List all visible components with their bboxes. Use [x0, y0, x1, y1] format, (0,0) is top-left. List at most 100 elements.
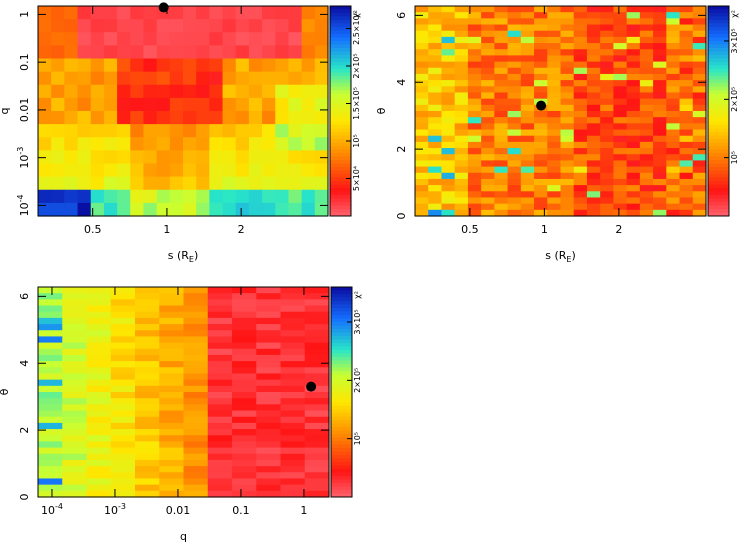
colorbar-swatch [331, 430, 352, 435]
heatmap-cell [626, 154, 641, 162]
heatmap-cell [207, 472, 233, 480]
heatmap-cell [441, 117, 456, 124]
heatmap-cell [207, 299, 233, 307]
heatmap-cell [467, 30, 482, 38]
heatmap-cell [441, 67, 456, 75]
heatmap-cell [275, 45, 290, 60]
heatmap-cell [507, 6, 522, 13]
heatmap-cell [62, 478, 88, 486]
heatmap-cell [534, 209, 548, 217]
heatmap-cell [534, 18, 548, 26]
colorbar-swatch [708, 72, 729, 77]
heatmap-cell [110, 373, 136, 381]
heatmap-cell [304, 459, 330, 467]
heatmap-cell [103, 176, 118, 191]
heatmap-cell [280, 410, 306, 418]
heatmap-cell [256, 336, 282, 344]
heatmap-cell [481, 73, 495, 81]
heatmap-cell [547, 123, 562, 131]
heatmap-cell [415, 92, 429, 100]
heatmap-cell [64, 202, 79, 217]
y-tick-label: 10-4 [16, 194, 31, 216]
colorbar-swatch [331, 469, 352, 473]
heatmap-cell [507, 12, 522, 19]
heatmap-cell [280, 299, 306, 307]
heatmap-cell [639, 191, 654, 199]
heatmap-cell [117, 124, 131, 138]
heatmap-cell [428, 67, 443, 75]
heatmap-cell [639, 36, 654, 44]
heatmap-cell [520, 135, 535, 143]
heatmap-cell [248, 176, 263, 191]
heatmap-cell [494, 61, 509, 69]
heatmap-cell [666, 135, 681, 143]
heatmap-cell [256, 287, 282, 294]
heatmap-cell [639, 185, 654, 192]
heatmap-cell [183, 466, 209, 473]
colorbar-swatch [708, 156, 729, 161]
heatmap-cell [547, 135, 562, 143]
heatmap-cell [110, 354, 136, 362]
heatmap-cell [130, 45, 145, 60]
colorbar-swatch [331, 458, 352, 463]
colorbar-swatch [331, 413, 352, 417]
heatmap-cell [143, 137, 158, 151]
heatmap-cell [248, 124, 263, 138]
heatmap-cell [494, 80, 509, 87]
heatmap-cell [156, 163, 171, 178]
heatmap-cell [280, 404, 306, 412]
colorbar-swatch [330, 72, 351, 77]
heatmap-cell [415, 117, 429, 124]
colorbar-swatch [331, 294, 352, 298]
heatmap-cell [301, 19, 316, 33]
heatmap-cell [639, 160, 654, 168]
heatmap-cell [304, 447, 330, 455]
heatmap-cell [135, 447, 160, 455]
heatmap-cell [38, 202, 52, 217]
heatmap-cell [38, 311, 63, 319]
heatmap-cell [666, 104, 681, 112]
heatmap-cell [626, 30, 641, 38]
heatmap-cell [38, 354, 63, 362]
heatmap-cell [586, 148, 601, 155]
colorbar-swatch [331, 455, 352, 459]
heatmap-cell [692, 18, 707, 26]
heatmap-cell [143, 19, 158, 33]
heatmap-cell [639, 148, 654, 155]
heatmap-cell [207, 385, 233, 393]
heatmap-cell [639, 123, 654, 131]
heatmap-cell [209, 97, 224, 112]
heatmap-cell [428, 191, 443, 199]
heatmap-cell [415, 104, 429, 112]
heatmap-cell [666, 185, 681, 192]
heatmap-cell [454, 30, 469, 38]
heatmap-cell [428, 6, 443, 13]
colorbar-swatch [708, 163, 729, 168]
heatmap-cell [275, 124, 290, 138]
best-fit-marker [158, 2, 169, 13]
heatmap-cell [301, 176, 316, 191]
heatmap-cell [467, 80, 482, 87]
colorbar-swatch [708, 188, 729, 192]
heatmap-cell [613, 36, 628, 44]
heatmap-cell [86, 447, 112, 455]
heatmap-cell [613, 148, 628, 155]
heatmap-cell [653, 185, 667, 192]
heatmap-cell [183, 459, 209, 467]
heatmap-cell [232, 361, 257, 368]
heatmap-cell [600, 80, 615, 87]
heatmap-cell [534, 86, 548, 94]
heatmap-cell [454, 160, 469, 168]
heatmap-cell [86, 404, 112, 412]
heatmap-cell [441, 49, 456, 57]
heatmap-cell [183, 6, 197, 20]
heatmap-cell [494, 123, 509, 131]
heatmap-cell [64, 97, 79, 112]
heatmap-cell [560, 104, 575, 112]
heatmap-cell [183, 324, 209, 331]
heatmap-cell [692, 6, 707, 13]
heatmap-cell [441, 24, 456, 32]
colorbar-swatch [331, 462, 352, 466]
heatmap-cell [653, 92, 667, 100]
